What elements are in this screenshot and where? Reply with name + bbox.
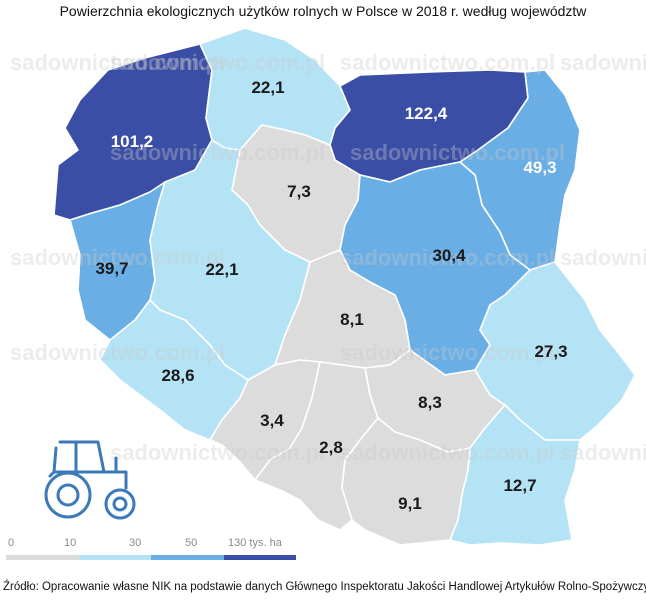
watermark-text: sadownictwo.com.pl xyxy=(340,440,555,465)
value-label-dolnoslaskie: 28,6 xyxy=(161,366,194,385)
watermark-text: sadownictwo.com.pl xyxy=(340,340,555,365)
value-label-malopolskie: 9,1 xyxy=(398,494,422,513)
region-podkarpackie xyxy=(449,404,581,546)
legend-tick: 50 xyxy=(185,537,198,549)
watermark-text: sadownictwo.com.pl xyxy=(10,245,225,270)
legend-segment xyxy=(6,555,79,560)
watermark-layer: sadownictwo.com.pl sadownictwo.com.pl sa… xyxy=(10,50,646,465)
watermark-text: sadownictwo.com.pl xyxy=(350,140,565,165)
watermark-text: sadownictwo.com.pl xyxy=(560,245,646,270)
watermark-text: sadownictwo.com.pl xyxy=(340,245,555,270)
legend-segment xyxy=(151,555,224,560)
watermark-text: sadownictwo.com.pl xyxy=(560,50,646,75)
legend-tick: 10 xyxy=(64,537,77,549)
legend-color-scale xyxy=(6,555,296,560)
legend-segment xyxy=(223,555,296,560)
region-slaskie xyxy=(254,361,379,531)
legend-tick: 30 xyxy=(129,537,142,549)
map-title: Powierzchnia ekologicznych użytków rolny… xyxy=(59,3,587,19)
watermark-text: sadownictwo.com.pl xyxy=(110,50,325,75)
legend-tick: 0 xyxy=(8,537,15,549)
value-label-lubuskie: 39,7 xyxy=(95,259,128,278)
source-note: Źródło: Opracowanie własne NIK na podsta… xyxy=(3,581,646,593)
watermark-text: sadownictwo.com.pl xyxy=(110,440,325,465)
value-label-podlaskie: 49,3 xyxy=(523,158,556,177)
value-label-opolskie: 3,4 xyxy=(260,411,284,430)
value-label-wielkopolskie: 22,1 xyxy=(205,260,238,279)
value-label-pomorskie: 22,1 xyxy=(251,78,284,97)
watermark-text: sadownictwo.com.pl xyxy=(110,140,325,165)
value-label-slaskie: 2,8 xyxy=(319,438,343,457)
watermark-text: sadownictwo.com.pl xyxy=(340,50,555,75)
value-label-warminsko-mazurskie: 122,4 xyxy=(405,104,448,123)
value-label-lodzkie: 8,1 xyxy=(340,310,364,329)
value-label-zachodniopomorskie: 101,2 xyxy=(111,132,154,151)
value-label-swietokrzyskie: 8,3 xyxy=(418,393,442,412)
value-label-kujawsko-pomorskie: 7,3 xyxy=(287,182,311,201)
poland-map: sadownictwo.com.pl sadownictwo.com.pl sa… xyxy=(10,27,646,546)
legend-tick: 130 tys. ha xyxy=(228,537,282,549)
value-label-mazowieckie: 30,4 xyxy=(432,246,466,265)
watermark-text: sadownictwo.com.pl xyxy=(10,340,225,365)
watermark-text: sadownictwo.com.pl xyxy=(10,50,225,75)
tractor-icon xyxy=(44,440,136,520)
legend-segment xyxy=(78,555,151,560)
value-label-podkarpackie: 12,7 xyxy=(503,476,536,495)
value-label-lubelskie: 27,3 xyxy=(534,342,567,361)
watermark-text: sadownictwo.com.pl xyxy=(560,440,646,465)
